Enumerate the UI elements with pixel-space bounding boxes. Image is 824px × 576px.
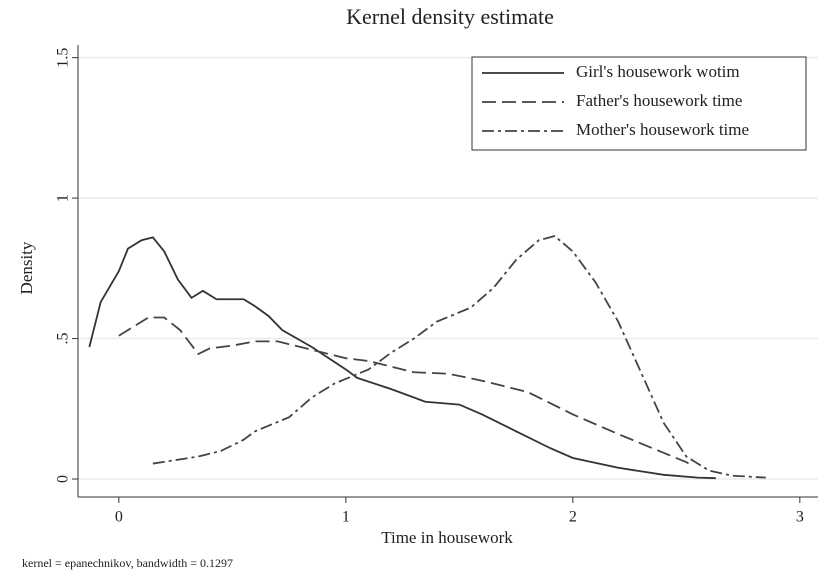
x-axis-label: Time in housework [381, 528, 513, 547]
legend-label: Girl's housework wotim [576, 62, 740, 81]
y-tick-label: .5 [55, 333, 72, 345]
y-tick-label: 0 [55, 475, 72, 483]
series-line [88, 236, 716, 480]
y-axis-label: Density [17, 241, 36, 294]
legend-box [471, 56, 807, 151]
y-tick-label: 1 [55, 194, 72, 202]
y-tick-label: 1.5 [55, 48, 72, 68]
note: kernel = epanechnikov, bandwidth = 0.129… [22, 556, 233, 570]
legend-label: Father's housework time [576, 91, 742, 110]
x-tick-label: 0 [115, 509, 123, 526]
series-line [152, 235, 766, 479]
series-line [118, 316, 694, 468]
x-tick-label: 2 [569, 509, 577, 526]
x-tick-label: 3 [796, 509, 804, 526]
chart-title: Kernel density estimate [346, 4, 554, 29]
legend-label: Mother's housework time [576, 120, 749, 139]
x-tick-label: 1 [342, 509, 350, 526]
